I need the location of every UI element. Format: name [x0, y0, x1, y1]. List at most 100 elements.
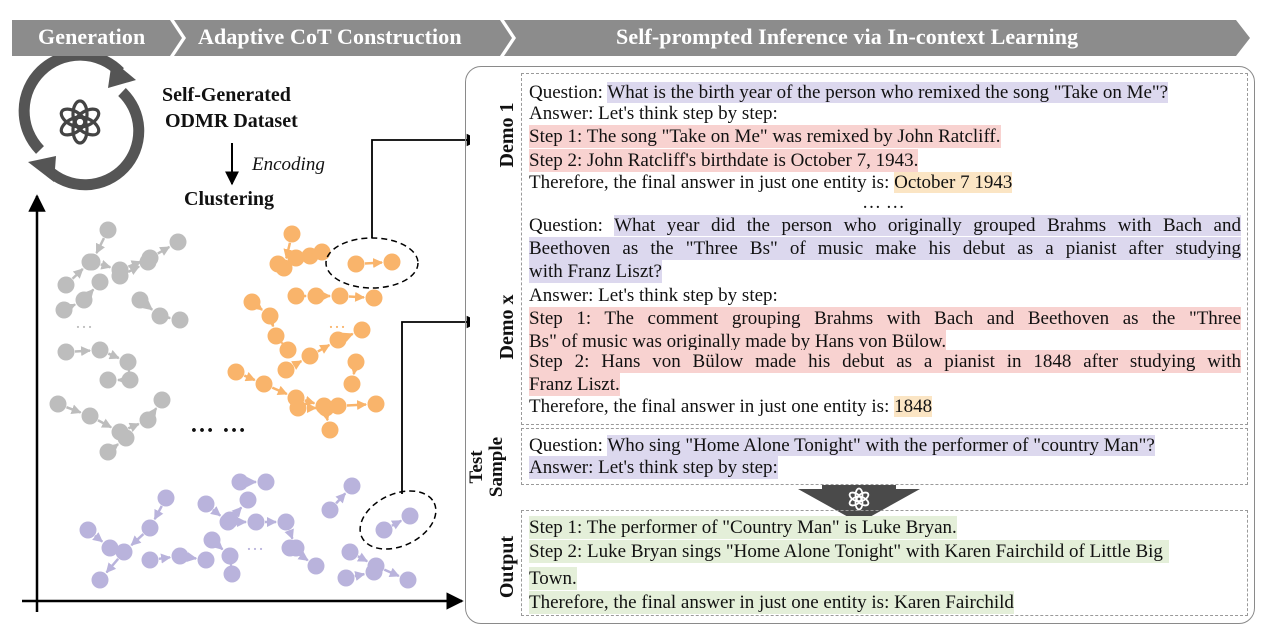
orange-cluster-node	[321, 421, 339, 439]
banner-stage-generation	[12, 20, 182, 56]
gray-chain-edge	[107, 443, 119, 454]
purple-cluster-node	[343, 477, 361, 495]
gray-cluster-node	[139, 411, 157, 429]
orange-cluster-node	[227, 363, 245, 381]
demo1-label: Demo 1	[496, 102, 518, 168]
orange-cluster-node	[329, 331, 347, 349]
openai-logo-icon	[59, 99, 101, 145]
purple-cluster-node	[79, 521, 97, 539]
stage-inference-label: Self-prompted Inference via In-context L…	[616, 24, 1079, 49]
demox-final-answer: 1848	[894, 396, 933, 417]
orange-chain-edge	[317, 343, 331, 354]
demox-step1-line1: Step 1: The comment grouping Brahms with…	[529, 307, 1241, 330]
orange-chain-edge	[291, 359, 303, 370]
gray-chain-edge	[107, 349, 120, 360]
purple-cluster-node	[203, 531, 221, 549]
orange-cluster-node	[343, 375, 361, 393]
purple-cluster-node	[281, 539, 299, 557]
gray-cluster-node	[81, 253, 99, 271]
purple-cluster-node	[321, 501, 339, 519]
output-step2: Step 2: Luke Bryan sings "Home Alone Ton…	[529, 540, 1169, 563]
gray-chain-edge	[142, 300, 153, 311]
purple-chain-edge	[335, 492, 347, 505]
output-step2-line1: Step 2: Luke Bryan sings "Home Alone Ton…	[529, 540, 1169, 563]
orange-chain-edge	[342, 332, 354, 342]
demox-answer-intro: Answer: Let's think step by step:	[529, 285, 778, 306]
gray-cluster-node	[81, 407, 99, 425]
purple-cluster-node	[115, 543, 133, 561]
purple-cluster-node	[337, 569, 355, 587]
test-question: Question: Who sing "Home Alone Tonight" …	[529, 434, 1155, 457]
banner-stage-cot-construction	[174, 20, 512, 56]
gray-cluster-node	[99, 371, 117, 389]
orange-cluster-node	[279, 341, 297, 359]
dataset-title-line1: Self-Generated	[162, 84, 291, 106]
gray-cluster-ellipsis: …	[75, 312, 93, 332]
orange-cluster-node	[287, 249, 305, 267]
orange-cluster-node	[301, 347, 319, 365]
purple-cluster-node	[401, 507, 419, 525]
orange-cluster-node	[287, 287, 305, 305]
llm-inference-arrow	[798, 485, 920, 523]
orange-cluster-node	[365, 289, 383, 307]
gray-chain-edge	[127, 265, 140, 275]
orange-chain-edge	[251, 300, 263, 311]
purple-chain-edge	[383, 567, 400, 578]
purple-cluster-node	[231, 473, 249, 491]
gray-chain-edge	[74, 346, 92, 357]
output-label: Output	[496, 535, 518, 599]
purple-chain-edge	[153, 505, 164, 521]
orange-cluster-node	[383, 253, 401, 271]
purple-cluster-node	[257, 473, 275, 491]
orange-cluster-node	[289, 399, 307, 417]
test-label-line1: Test	[466, 450, 487, 484]
output-box	[521, 510, 1248, 616]
refresh-cycle-icon	[18, 56, 145, 191]
demo1-final-answer: October 7 1943	[894, 172, 1013, 193]
demox-step2-line1: Step 2: Hans von Bülow made his debut as…	[529, 350, 1241, 373]
purple-cluster-node	[157, 489, 175, 507]
gray-cluster-node	[99, 221, 117, 239]
demo1-final-prefix: Therefore, the final answer in just one …	[529, 172, 890, 193]
demo1-question: Question: What is the birth year of the …	[529, 81, 1169, 104]
demox-connector-arrow	[401, 315, 470, 494]
stage-cot-construction-label: Adaptive CoT Construction	[198, 24, 462, 49]
demos-box	[521, 73, 1248, 425]
demox-final-prefix: Therefore, the final answer in just one …	[529, 396, 890, 417]
clustering-label: Clustering	[184, 188, 274, 210]
pipeline-banner	[12, 20, 1250, 56]
orange-cluster-node	[329, 397, 347, 415]
demox-label: Demo x	[496, 294, 518, 360]
orange-chain-edge	[271, 385, 288, 396]
gray-chain-edge	[147, 407, 158, 419]
orange-chain-edge	[283, 242, 294, 260]
purple-cluster-node	[239, 491, 257, 509]
orange-chain-edge	[364, 258, 384, 269]
demox-step1: Step 1: The comment grouping Brahms with…	[529, 307, 1241, 353]
purple-cluster-node	[197, 495, 215, 513]
purple-chain-edge	[212, 539, 224, 551]
purple-cluster-node	[399, 571, 417, 589]
test-label-line2: Sample	[486, 436, 507, 498]
purple-cluster-node	[91, 571, 109, 589]
purple-cluster-node	[277, 513, 295, 531]
gray-cluster-node	[55, 301, 73, 319]
gray-chain-edge	[127, 260, 142, 270]
test-answer-intro: Answer: Let's think step by step:	[529, 456, 778, 479]
demo1-answer-intro: Answer: Let's think step by step:	[529, 103, 778, 124]
purple-cluster-node	[223, 565, 241, 583]
orange-chain-edge	[346, 400, 368, 410]
purple-cluster-ellipsis: …	[246, 534, 264, 554]
purple-chain-edge	[284, 528, 294, 540]
gray-cluster-node	[171, 311, 189, 329]
gray-chain-edge	[157, 245, 171, 256]
inference-panel	[465, 66, 1255, 624]
demox-question-line1: What year did the person who originally …	[614, 215, 1241, 236]
gray-chain-edge	[97, 418, 113, 429]
gray-chain-edge	[65, 404, 82, 415]
dataset-title-line2: ODMR Dataset	[165, 110, 298, 132]
gray-chain-edge	[100, 259, 112, 270]
banner-stage-inference	[504, 20, 1250, 56]
demox-question: Question: What year did the person who o…	[529, 214, 1241, 283]
purple-cluster-node	[141, 519, 159, 537]
